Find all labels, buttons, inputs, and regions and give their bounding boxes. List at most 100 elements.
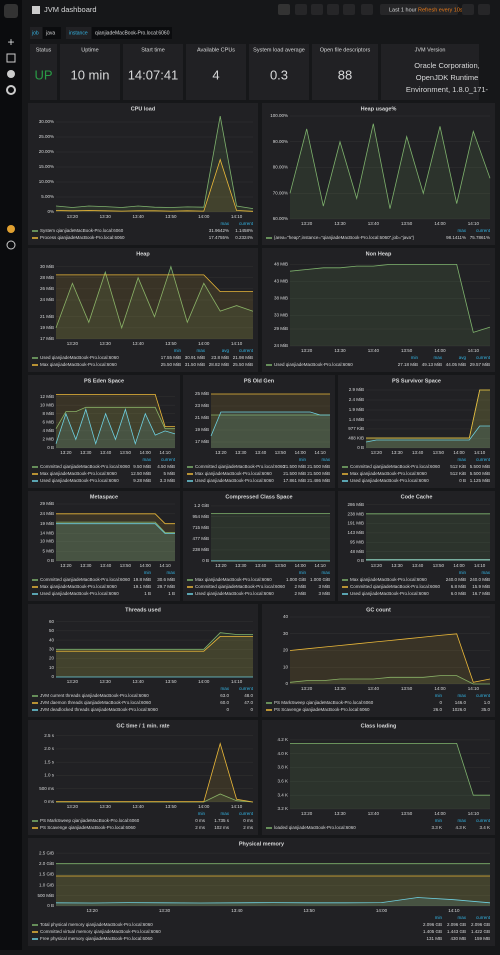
- y-tick-label: 40: [49, 637, 55, 642]
- y-tick-label: 10: [283, 664, 289, 669]
- add-icon[interactable]: +: [7, 35, 14, 49]
- legend-value: 2 ms: [195, 825, 206, 830]
- panel-title: Non Heap: [366, 251, 392, 257]
- x-tick-label: 13:40: [368, 348, 380, 353]
- legend-name: Process qianjiadeMacBook-Pro.local:6060: [40, 235, 125, 240]
- legend-value: 3.4 K: [479, 825, 490, 830]
- variable-value[interactable]: java: [45, 30, 55, 36]
- x-tick-label: 13:30: [334, 221, 346, 226]
- panel-title: Heap usage%: [361, 106, 397, 112]
- y-tick-label: 24 MiB: [40, 511, 54, 516]
- legend-value: 15.9 MiB: [472, 584, 490, 589]
- legend-header: min: [144, 570, 152, 575]
- x-tick-label: 13:30: [80, 563, 92, 568]
- legend-name: Used qianjiadeMacBook-Pro.local:6060: [350, 591, 429, 596]
- legend-value: 3.3 K: [431, 825, 442, 830]
- refresh-interval[interactable]: Refresh every 10s: [418, 7, 463, 13]
- legend-header: max: [142, 457, 151, 462]
- legend-value: 430 MB: [450, 936, 466, 941]
- area-fill: [56, 524, 175, 561]
- tv-button[interactable]: [361, 4, 373, 15]
- legend-header: min: [299, 570, 307, 575]
- y-tick-label: 0 ms: [44, 799, 55, 804]
- x-tick-label: 13:50: [275, 563, 287, 568]
- time-range[interactable]: Last 1 hour: [389, 7, 417, 13]
- y-tick-label: 33 MiB: [274, 313, 288, 318]
- legend-header: max: [321, 570, 330, 575]
- x-tick-label: 14:10: [314, 563, 326, 568]
- legend-value: 512 KiB: [450, 464, 466, 469]
- legend-name: Max qianjiadeMacBook-Pro.local:6060: [350, 577, 427, 582]
- stat-title: Available CPUs: [197, 47, 235, 53]
- legend-value: 9.28 MiB: [133, 478, 151, 483]
- legend-header: current: [476, 228, 491, 233]
- legend-value: 1.0: [484, 700, 491, 705]
- x-tick-label: 13:20: [67, 804, 79, 809]
- legend-value: 1026.0: [452, 707, 466, 712]
- alert-icon[interactable]: [7, 70, 15, 78]
- legend-header: avg: [222, 348, 230, 353]
- legend-name: Used qianjiadeMacBook-Pro.local:6060: [195, 591, 274, 596]
- legend-header: current: [476, 915, 491, 920]
- y-tick-label: 20: [283, 648, 289, 653]
- x-tick-label: 13:30: [100, 341, 112, 346]
- star-button[interactable]: [295, 4, 307, 15]
- legend-header: min: [435, 693, 443, 698]
- settings-button[interactable]: [343, 4, 355, 15]
- legend-header: min: [411, 355, 419, 360]
- legend-header: max: [457, 915, 466, 920]
- zoom-button[interactable]: [462, 4, 474, 15]
- x-tick-label: 14:00: [434, 686, 446, 691]
- y-tick-label: 30.00%: [39, 119, 54, 124]
- y-tick-label: 70.00%: [273, 190, 288, 195]
- user-icon[interactable]: [7, 225, 15, 233]
- legend-value: 2.096 GB: [447, 922, 466, 927]
- legend-header: current: [476, 818, 491, 823]
- legend-header: max: [166, 570, 175, 575]
- legend-name: Used qianjiadeMacBook-Pro.local:6060: [350, 478, 429, 483]
- legend-header: max: [220, 686, 229, 691]
- x-tick-label: 14:00: [434, 811, 446, 816]
- x-tick-label: 13:30: [159, 908, 171, 913]
- legend-value: 1.443 GB: [447, 929, 466, 934]
- panel-title: Code Cache: [401, 494, 433, 500]
- legend-header: max: [457, 818, 466, 823]
- legend-value: 2 MiB: [294, 591, 306, 596]
- grid-icon: [32, 6, 40, 14]
- x-tick-label: 13:30: [100, 679, 112, 684]
- legend-name: {area="heap",instance="qianjiadeMacBook-…: [274, 235, 415, 240]
- x-tick-label: 13:40: [100, 450, 112, 455]
- panel-title: GC count: [366, 607, 391, 613]
- variable-value[interactable]: qianjiadeMacBook-Pro.local:6060: [95, 30, 170, 36]
- legend-name: Max qianjiadeMacBook-Pro.local:6060: [350, 471, 427, 476]
- y-tick-label: 5.00%: [41, 194, 54, 199]
- graph-button[interactable]: [278, 4, 290, 15]
- y-tick-label: 1.4 MiB: [349, 417, 364, 422]
- share-button[interactable]: [311, 4, 323, 15]
- y-tick-label: 17 MiB: [195, 439, 209, 444]
- x-tick-label: 14:10: [231, 214, 243, 219]
- x-tick-label: 14:00: [198, 341, 210, 346]
- save-button[interactable]: [327, 4, 339, 15]
- x-tick-label: 13:20: [67, 214, 79, 219]
- x-tick-label: 13:30: [334, 686, 346, 691]
- legend-value: 75.7861%: [470, 235, 490, 240]
- logo[interactable]: [4, 4, 18, 18]
- y-tick-label: 191 MiB: [347, 521, 364, 526]
- legend-name: PS MarkSweep qianjiadeMacBook-Pro.local:…: [40, 818, 140, 823]
- legend-value: 16.7 MiB: [472, 591, 490, 596]
- y-tick-label: 0 B: [357, 558, 364, 563]
- x-tick-label: 13:40: [132, 214, 144, 219]
- legend-value: 30.6 MiB: [157, 577, 175, 582]
- y-tick-label: 21 MiB: [40, 314, 54, 319]
- legend-value: 159 MB: [474, 936, 490, 941]
- legend-value: 5.500 MiB: [470, 471, 490, 476]
- x-tick-label: 13:40: [132, 679, 144, 684]
- y-tick-label: 3.6 K: [277, 779, 288, 784]
- legend-value: 2 ms: [243, 825, 254, 830]
- y-tick-label: 23 MiB: [195, 403, 209, 408]
- refresh-button[interactable]: [478, 4, 490, 15]
- x-tick-label: 13:30: [100, 214, 112, 219]
- dashboard-title[interactable]: JVM dashboard: [44, 5, 97, 14]
